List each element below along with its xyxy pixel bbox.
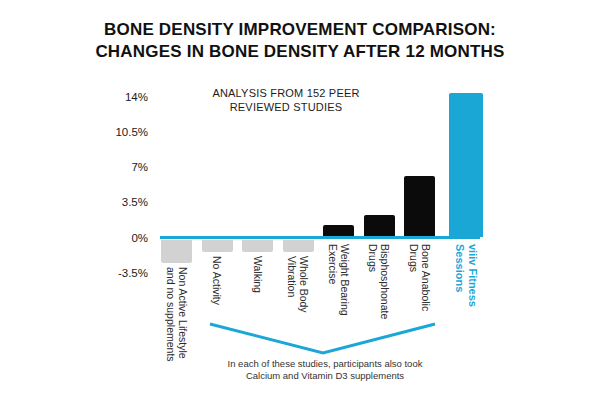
x-axis-label: Bisphosphonate Drugs (367, 244, 391, 319)
bar-viiiv-fitness-sessions (449, 93, 483, 238)
x-axis-label: Bone Anabolic Drugs (408, 244, 432, 311)
x-axis-label: Walking (252, 256, 264, 293)
x-axis-label: Weight Bearing Exercise (327, 244, 351, 316)
chart-subtitle: ANALYSIS FROM 152 PEER REVIEWED STUDIES (212, 87, 359, 114)
x-axis-label: No Activity (211, 256, 223, 305)
bar-non-active-lifestyle-and-no-supplements (161, 240, 192, 263)
supplements-note: In each of these studies, participants a… (228, 358, 423, 382)
y-axis-tick-label: 0% (88, 231, 148, 245)
bar-no-activity (202, 240, 233, 252)
y-axis-tick-label: 3.5% (88, 195, 148, 209)
chart-title-line2: CHANGES IN BONE DENSITY AFTER 12 MONTHS (0, 41, 600, 63)
x-axis-label: Whole Body Vibration (286, 256, 310, 313)
chart-title-line1: BONE DENSITY IMPROVEMENT COMPARISON: (0, 19, 600, 41)
y-axis-tick-label: 7% (88, 160, 148, 174)
zero-axis-line (160, 236, 480, 239)
y-axis-tick-label: 14% (88, 90, 148, 104)
bracket-underline (200, 318, 450, 360)
x-axis-label: Non Active Lifestyle and no supplements (165, 267, 189, 362)
bar-bone-anabolic-drugs (404, 176, 435, 237)
y-axis-tick-label: -3.5% (88, 266, 148, 280)
chart-title: BONE DENSITY IMPROVEMENT COMPARISON: CHA… (0, 19, 600, 63)
x-axis-label: viiiv Fitness Sessions (453, 244, 479, 307)
bar-whole-body-vibration (283, 240, 314, 252)
y-axis-tick-label: 10.5% (88, 125, 148, 139)
infographic: BONE DENSITY IMPROVEMENT COMPARISON: CHA… (0, 0, 600, 400)
bar-walking (242, 240, 273, 252)
bar-bisphosphonate-drugs (364, 215, 395, 237)
